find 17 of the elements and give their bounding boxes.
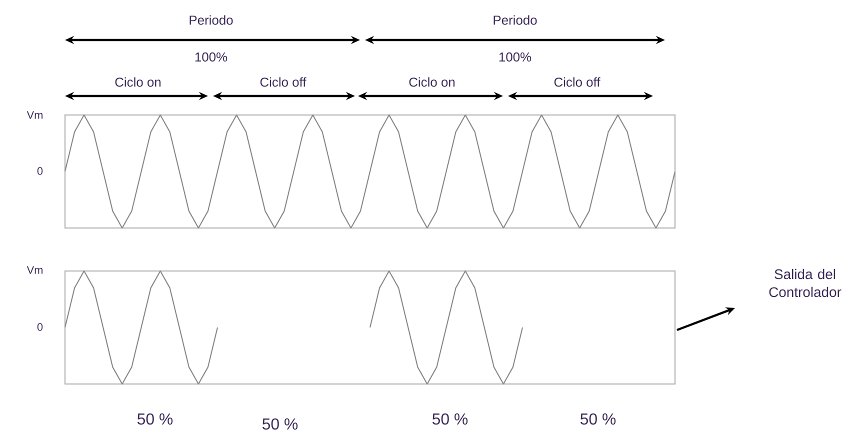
text: Ciclo on — [409, 77, 455, 87]
text: 50 % — [580, 413, 616, 425]
text: Vm — [26, 266, 42, 274]
text: 50 % — [262, 418, 298, 430]
text: 100% — [499, 52, 532, 62]
text: Ciclo on — [115, 77, 161, 87]
text: 50 % — [432, 413, 468, 425]
text: Ciclo off — [260, 77, 306, 87]
text: 0 — [37, 167, 43, 175]
text: Salida del Controlador — [769, 268, 842, 298]
text: Periodo — [190, 15, 233, 25]
text: Vm — [26, 111, 42, 119]
text: 50 % — [137, 413, 173, 425]
text: 0 — [37, 323, 43, 331]
text: Periodo — [494, 15, 537, 25]
text: 100% — [195, 52, 228, 62]
text: Ciclo off — [554, 77, 600, 87]
